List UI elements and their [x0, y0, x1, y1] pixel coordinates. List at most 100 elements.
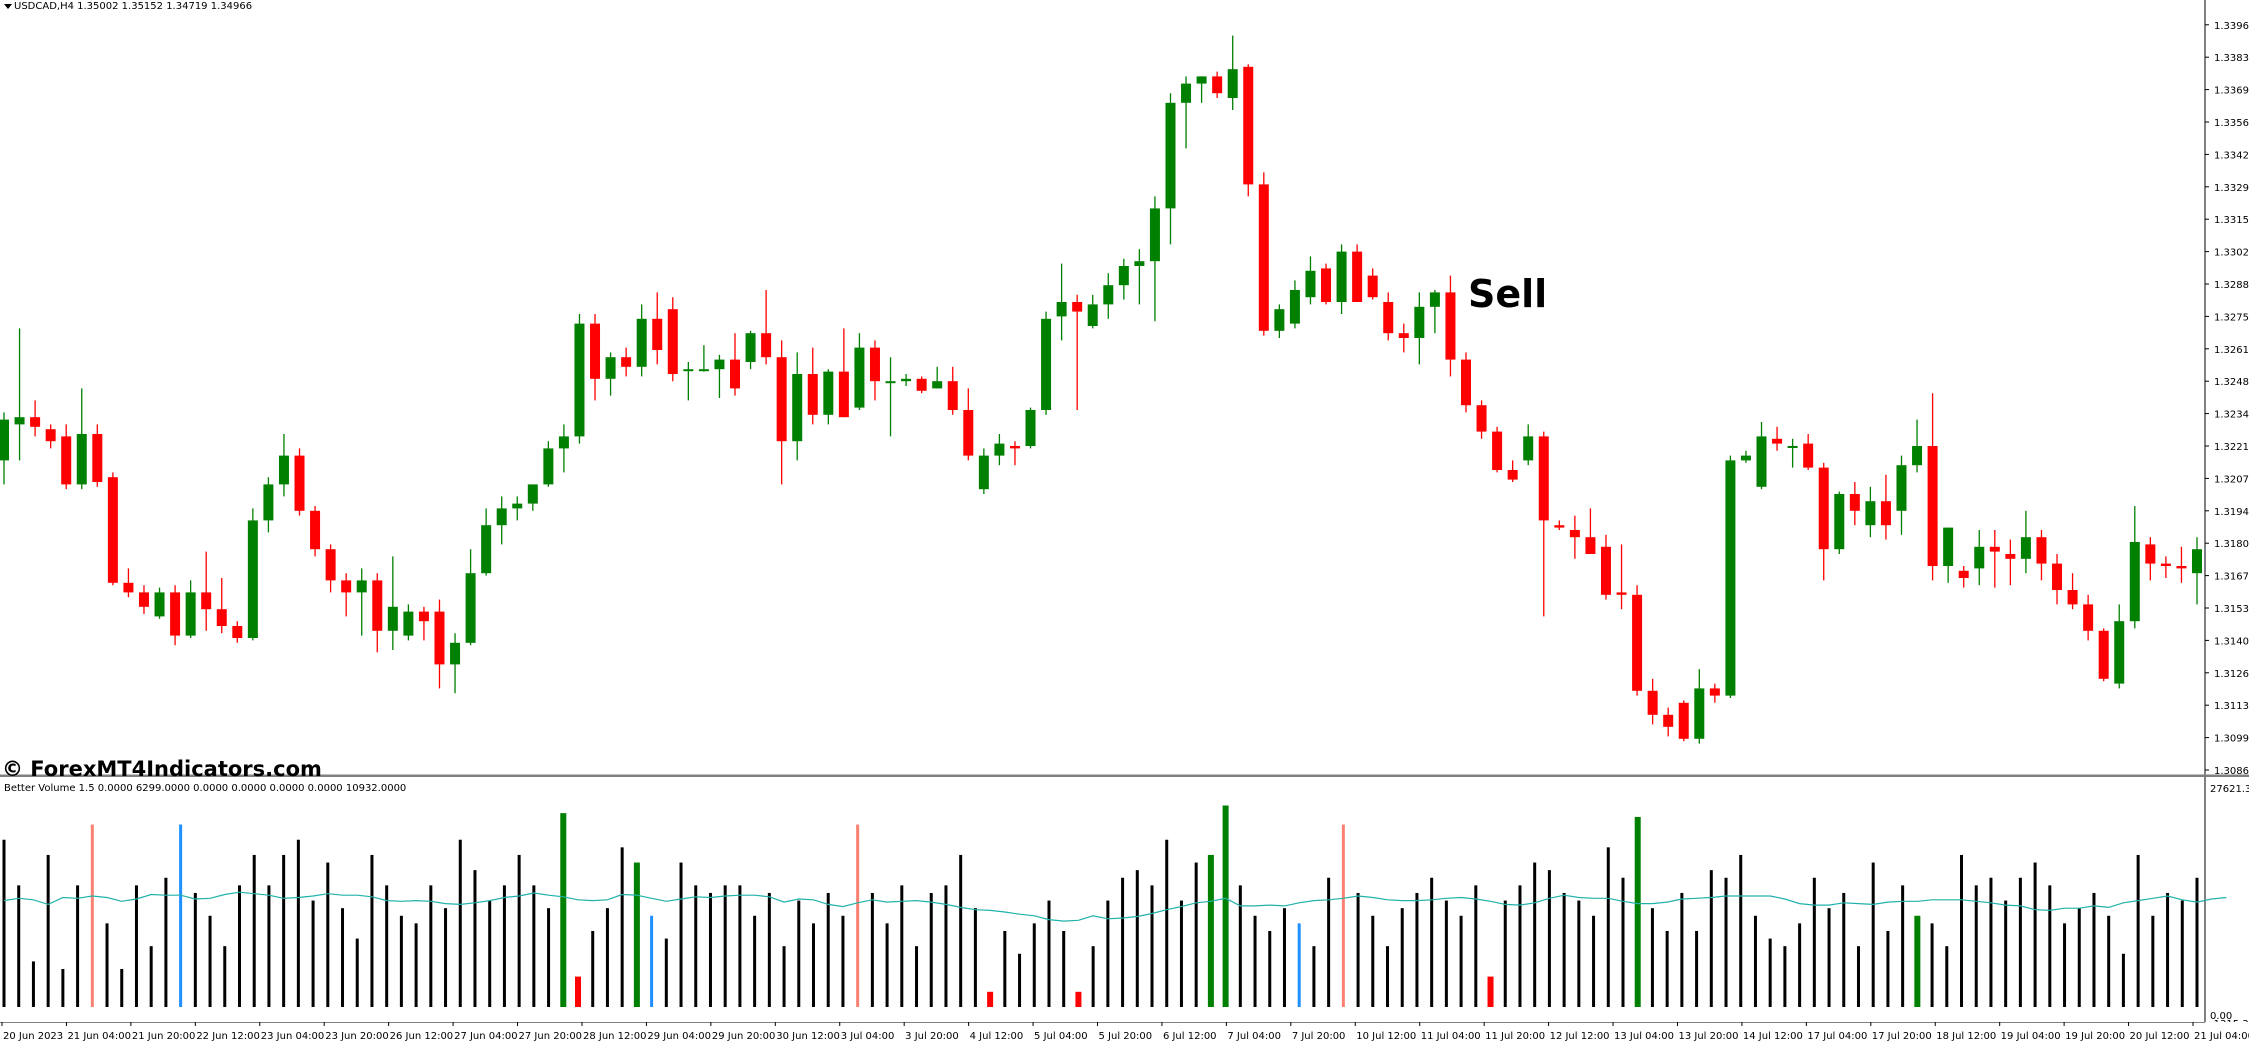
- volume-bar: [1091, 946, 1095, 1007]
- candle-body: [1632, 594, 1643, 691]
- volume-bar: [1665, 930, 1669, 1007]
- candle-body: [527, 484, 538, 504]
- volume-bar: [517, 854, 521, 1007]
- candle-body: [2114, 621, 2125, 684]
- time-axis: 20 Jun 2023 21 Jun 04:00 21 Jun 20:00 22 Ju…: [0, 1022, 2249, 1042]
- candle-body: [1756, 436, 1767, 487]
- volume-bar: [1047, 900, 1051, 1007]
- candle-body: [216, 609, 227, 626]
- volume-bar: [2033, 862, 2037, 1007]
- volume-bar: [1592, 915, 1596, 1007]
- candle-body: [558, 436, 569, 449]
- time-tick-label: 21 Jun 20:00: [132, 1031, 196, 1042]
- candle-body: [341, 580, 352, 593]
- volume-bar: [2151, 915, 2155, 1007]
- volume-bar: [2107, 915, 2111, 1007]
- volume-bar: [1282, 908, 1286, 1007]
- candle-body: [1849, 494, 1860, 511]
- volume-bar: [664, 938, 668, 1007]
- candle-body: [107, 477, 118, 583]
- candle-body: [278, 455, 289, 485]
- volume-bar: [1400, 908, 1404, 1007]
- candle-body: [1678, 702, 1689, 739]
- candle-body: [325, 549, 336, 581]
- candle-body: [1009, 446, 1020, 449]
- candle-body: [1492, 431, 1503, 470]
- candle-body: [1523, 436, 1534, 461]
- candle-body: [1943, 527, 1954, 566]
- volume-bar: [1842, 892, 1846, 1007]
- candle-body: [1367, 275, 1378, 298]
- volume-max-label: 27621.3: [2210, 784, 2249, 795]
- candle-body: [1554, 525, 1565, 528]
- candle-body: [45, 429, 56, 442]
- volume-bar: [399, 915, 403, 1007]
- candle-body: [652, 318, 663, 350]
- time-tick-label: 22 Jun 12:00: [196, 1031, 260, 1042]
- candle-body: [496, 508, 507, 526]
- time-tick-label: 3 Jul 20:00: [905, 1031, 959, 1042]
- symbol-info-label: USDCAD,H4 1.35002 1.35152 1.34719 1.3496…: [14, 1, 253, 12]
- candle-body: [963, 410, 974, 456]
- volume-bar: [1753, 915, 1757, 1007]
- volume-bar: [1194, 862, 1198, 1007]
- candle-body: [0, 419, 9, 461]
- volume-bar: [2018, 877, 2022, 1007]
- candle-body: [263, 484, 274, 521]
- price-tick-label: 1.33695: [2214, 86, 2249, 97]
- volume-bar: [2, 839, 6, 1007]
- volume-bar: [2092, 892, 2096, 1007]
- candle-body: [1289, 290, 1300, 324]
- candle-body: [1429, 292, 1440, 307]
- candle-body: [1025, 410, 1036, 446]
- time-tick-label: 19 Jul 04:00: [2001, 1031, 2061, 1042]
- time-tick-label: 12 Jul 12:00: [1550, 1031, 1610, 1042]
- price-tick-label: 1.30995: [2214, 734, 2249, 745]
- volume-bar: [1562, 892, 1566, 1007]
- candle-body: [901, 378, 912, 382]
- candle-body: [123, 582, 134, 593]
- candle-body: [2036, 537, 2047, 564]
- price-tick-label: 1.33155: [2214, 215, 2249, 226]
- volume-bar: [17, 885, 21, 1007]
- candle-body: [2020, 537, 2031, 559]
- time-tick-label: 21 Jul 04:00: [2194, 1031, 2249, 1042]
- time-tick-label: 17 Jul 04:00: [1807, 1031, 1867, 1042]
- volume-bar: [1062, 930, 1066, 1007]
- volume-bar: [414, 923, 418, 1007]
- time-tick-label: 28 Jun 12:00: [583, 1031, 647, 1042]
- volume-bar: [355, 938, 359, 1007]
- volume-bar: [826, 892, 830, 1007]
- candle-body: [232, 626, 243, 638]
- time-tick-label: 3 Jul 04:00: [841, 1031, 895, 1042]
- chart-menu-arrow-icon[interactable]: [4, 4, 12, 9]
- volume-bar: [1341, 824, 1345, 1007]
- time-tick-label: 11 Jul 04:00: [1421, 1031, 1481, 1042]
- candle-body: [823, 371, 834, 415]
- candle-body: [1321, 268, 1332, 302]
- price-chart[interactable]: 1.33965 1.33830 1.33695 1.33560 1.33425 1.332…: [0, 0, 2249, 777]
- volume-bar: [1886, 930, 1890, 1007]
- candle-body: [543, 448, 554, 485]
- candle-body: [1507, 470, 1518, 480]
- volume-bar: [1032, 923, 1036, 1007]
- candle-body: [310, 510, 321, 550]
- candle-body: [1725, 460, 1736, 696]
- candle-body: [1958, 570, 1969, 578]
- candle-body: [2145, 544, 2156, 564]
- candle-body: [1445, 292, 1456, 360]
- candle-body: [201, 592, 212, 610]
- time-tick-label: 20 Jul 12:00: [2130, 1031, 2190, 1042]
- candle-body: [1600, 546, 1611, 595]
- time-tick-label: 27 Jun 20:00: [519, 1031, 583, 1042]
- candle-body: [1818, 467, 1829, 550]
- volume-indicator-pane[interactable]: 27621.3 0.00-1315.3: [0, 777, 2249, 1022]
- time-tick-label: 19 Jul 20:00: [2065, 1031, 2125, 1042]
- candle-body: [2192, 549, 2202, 574]
- time-tick-label: 29 Jun 20:00: [712, 1031, 776, 1042]
- price-tick-label: 1.33830: [2214, 53, 2249, 64]
- volume-bar: [605, 908, 609, 1007]
- candle-body: [1461, 359, 1471, 406]
- volume-bar: [1459, 915, 1463, 1007]
